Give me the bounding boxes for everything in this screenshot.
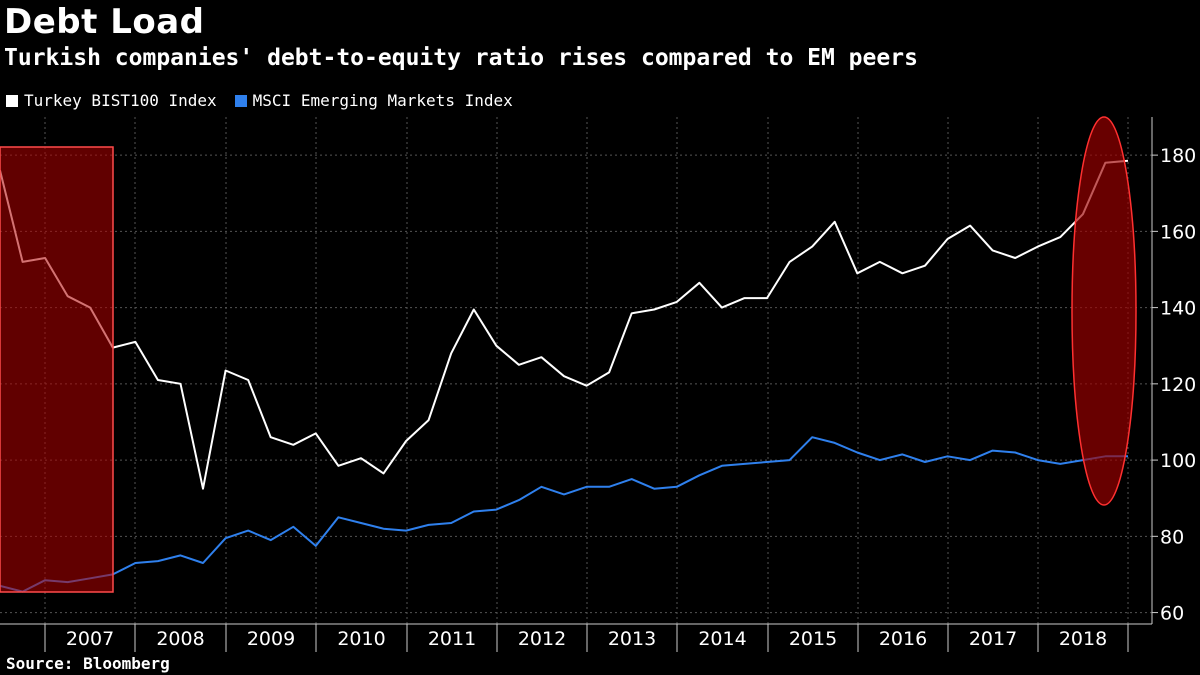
highlight-ellipse [1071, 116, 1137, 506]
x-tick-label: 2015 [789, 628, 837, 650]
x-tick-label: 2007 [66, 628, 114, 650]
x-tick-label: 2016 [879, 628, 927, 650]
x-tick-label: 2009 [247, 628, 295, 650]
x-tick-label: 2013 [608, 628, 656, 650]
legend-item-turkey: Turkey BIST100 Index [6, 91, 217, 110]
y-tick-label: 100 [1160, 450, 1196, 472]
chart-subtitle: Turkish companies' debt-to-equity ratio … [4, 45, 918, 71]
source-note: Source: Bloomberg [6, 654, 170, 673]
legend-label-msci: MSCI Emerging Markets Index [252, 91, 513, 110]
y-tick-label: 60 [1160, 603, 1184, 625]
y-tick-label: 180 [1160, 145, 1196, 167]
x-tick-label: 2008 [156, 628, 204, 650]
legend: Turkey BIST100 Index MSCI Emerging Marke… [6, 91, 513, 110]
series-line-turkey [0, 159, 1129, 490]
legend-item-msci: MSCI Emerging Markets Index [234, 91, 513, 110]
x-tick-label: 2017 [969, 628, 1017, 650]
legend-label-turkey: Turkey BIST100 Index [24, 91, 217, 110]
x-tick-label: 2011 [428, 628, 476, 650]
chart-title: Debt Load [4, 2, 205, 42]
legend-swatch-msci [234, 94, 247, 107]
series-line-msci [0, 436, 1128, 593]
y-tick-label: 120 [1160, 374, 1196, 396]
x-tick-label: 2018 [1059, 628, 1107, 650]
legend-swatch-turkey [6, 94, 18, 107]
y-tick-label: 80 [1160, 526, 1184, 548]
x-tick-label: 2010 [337, 628, 385, 650]
x-tick-label: 2012 [518, 628, 566, 650]
highlight-box [0, 146, 114, 593]
y-tick-label: 160 [1160, 221, 1196, 243]
x-tick-label: 2014 [698, 628, 746, 650]
y-tick-label: 140 [1160, 298, 1196, 320]
